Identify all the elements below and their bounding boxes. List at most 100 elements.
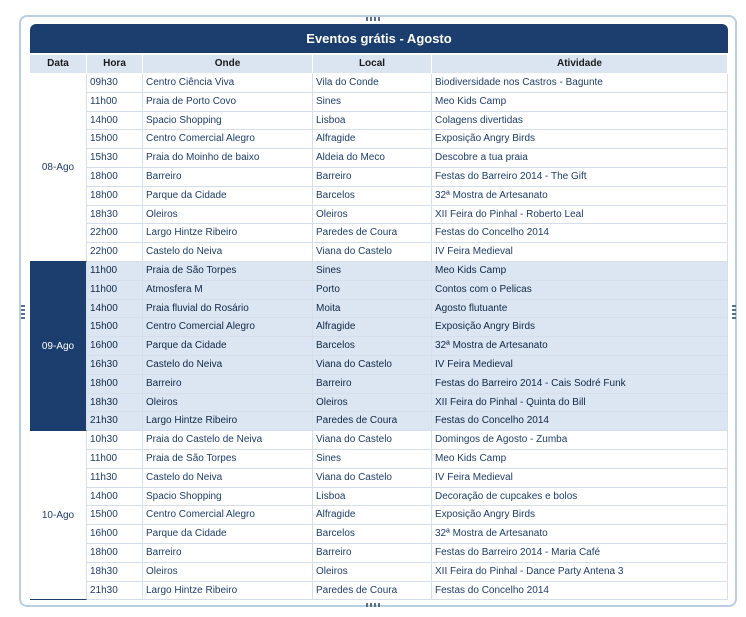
- table-cell: Praia do Moinho de baixo: [143, 149, 313, 168]
- table-cell: 32ª Mostra de Artesanato: [432, 337, 728, 356]
- table-cell: 18h00: [87, 186, 143, 206]
- table-cell: Oleiros: [313, 393, 432, 413]
- table-cell: Lisboa: [313, 111, 432, 131]
- table-cell: 18h00: [87, 374, 143, 394]
- table-cell: Centro Comercial Alegro: [143, 318, 313, 338]
- table-cell: Oleiros: [143, 205, 313, 225]
- table-cell: 14h00: [87, 299, 143, 319]
- table-cell: 18h30: [87, 205, 143, 225]
- table-cell: 16h00: [87, 337, 143, 356]
- table-cell: Viana do Castelo: [313, 356, 432, 375]
- table-cell: IV Feira Medieval: [432, 356, 728, 375]
- table-cell: Domingos de Agosto - Zumba: [432, 431, 728, 450]
- table-cell: Paredes de Coura: [313, 581, 432, 601]
- table-cell: 10h30: [87, 431, 143, 450]
- column-header: Atividade: [432, 55, 728, 73]
- resize-handle[interactable]: [21, 303, 25, 319]
- table-cell: XII Feira do Pinhal - Quinta do Bill: [432, 393, 728, 413]
- table-cell: XII Feira do Pinhal - Roberto Leal: [432, 205, 728, 225]
- table-cell: 22h00: [87, 243, 143, 262]
- table-cell: Castelo do Neiva: [143, 243, 313, 262]
- table-cell: 15h00: [87, 318, 143, 338]
- table-cell: 16h30: [87, 356, 143, 375]
- table-cell: Festas do Concelho 2014: [432, 224, 728, 244]
- table-cell: Barcelos: [313, 337, 432, 356]
- table-cell: Aldeia do Meco: [313, 149, 432, 168]
- table-cell: Parque da Cidade: [143, 186, 313, 206]
- table-cell: XII Feira do Pinhal - Dance Party Antena…: [432, 562, 728, 582]
- table-cell: Castelo do Neiva: [143, 356, 313, 375]
- table-cell: Festas do Concelho 2014: [432, 581, 728, 601]
- date-cell: 08-Ago: [30, 74, 87, 262]
- table-cell: 15h00: [87, 130, 143, 150]
- resize-handle[interactable]: [366, 17, 382, 21]
- table-cell: Barreiro: [313, 374, 432, 394]
- column-header: Hora: [87, 55, 143, 73]
- table-cell: Praia de São Torpes: [143, 450, 313, 469]
- table-cell: Centro Comercial Alegro: [143, 130, 313, 150]
- table-cell: Castelo do Neiva: [143, 468, 313, 488]
- table-cell: Vila do Conde: [313, 74, 432, 93]
- table-cell: Alfragide: [313, 130, 432, 150]
- resize-handle[interactable]: [366, 603, 382, 607]
- table-cell: Biodiversidade nos Castros - Bagunte: [432, 74, 728, 93]
- resize-handle[interactable]: [732, 303, 736, 319]
- table-cell: 14h00: [87, 487, 143, 507]
- table-cell: Parque da Cidade: [143, 525, 313, 544]
- column-header: Onde: [143, 55, 313, 73]
- table-cell: 21h30: [87, 581, 143, 601]
- table-cell: Oleiros: [313, 205, 432, 225]
- table-cell: Alfragide: [313, 506, 432, 526]
- table-cell: Lisboa: [313, 487, 432, 507]
- table-cell: 11h30: [87, 468, 143, 488]
- table-cell: Exposição Angry Birds: [432, 130, 728, 150]
- table-cell: Largo Hintze Ribeiro: [143, 581, 313, 601]
- table-cell: Barcelos: [313, 186, 432, 206]
- table-cell: 11h00: [87, 280, 143, 300]
- table-cell: Meo Kids Camp: [432, 262, 728, 281]
- table-cell: Centro Ciência Viva: [143, 74, 313, 93]
- table-cell: Sines: [313, 262, 432, 281]
- table-cell: Meo Kids Camp: [432, 450, 728, 469]
- table-cell: Viana do Castelo: [313, 431, 432, 450]
- table-cell: Largo Hintze Ribeiro: [143, 412, 313, 432]
- table-cell: IV Feira Medieval: [432, 468, 728, 488]
- table-cell: Paredes de Coura: [313, 224, 432, 244]
- table-cell: Decoração de cupcakes e bolos: [432, 487, 728, 507]
- table-cell: Praia de São Torpes: [143, 262, 313, 281]
- table-cell: 14h00: [87, 111, 143, 131]
- table-cell: Viana do Castelo: [313, 243, 432, 262]
- table-cell: Viana do Castelo: [313, 468, 432, 488]
- column-header: Local: [313, 55, 432, 73]
- table-cell: Spacio Shopping: [143, 487, 313, 507]
- table-cell: Oleiros: [143, 393, 313, 413]
- table-cell: Colagens divertidas: [432, 111, 728, 131]
- table-title: Eventos grátis - Agosto: [30, 24, 728, 53]
- table-cell: Praia de Porto Covo: [143, 92, 313, 112]
- table-cell: Sines: [313, 450, 432, 469]
- table-cell: 16h00: [87, 525, 143, 544]
- table-cell: Barreiro: [313, 544, 432, 563]
- table-cell: Barreiro: [313, 168, 432, 187]
- table-cell: 32ª Mostra de Artesanato: [432, 186, 728, 206]
- table-cell: 32ª Mostra de Artesanato: [432, 525, 728, 544]
- table-cell: Festas do Barreiro 2014 - Cais Sodré Fun…: [432, 374, 728, 394]
- table-cell: Oleiros: [143, 562, 313, 582]
- table-cell: IV Feira Medieval: [432, 243, 728, 262]
- table-cell: Barcelos: [313, 525, 432, 544]
- table-cell: 18h00: [87, 168, 143, 187]
- table-cell: Barreiro: [143, 374, 313, 394]
- table-cell: Porto: [313, 280, 432, 300]
- table-cell: Festas do Concelho 2014: [432, 412, 728, 432]
- table-cell: Largo Hintze Ribeiro: [143, 224, 313, 244]
- table-cell: Meo Kids Camp: [432, 92, 728, 112]
- table-cell: Sines: [313, 92, 432, 112]
- table-cell: 11h00: [87, 450, 143, 469]
- table-cell: 21h30: [87, 412, 143, 432]
- table-cell: Barreiro: [143, 544, 313, 563]
- table-cell: Descobre a tua praia: [432, 149, 728, 168]
- table-cell: Praia do Castelo de Neiva: [143, 431, 313, 450]
- table-cell: 18h30: [87, 393, 143, 413]
- column-header: Data: [30, 55, 87, 73]
